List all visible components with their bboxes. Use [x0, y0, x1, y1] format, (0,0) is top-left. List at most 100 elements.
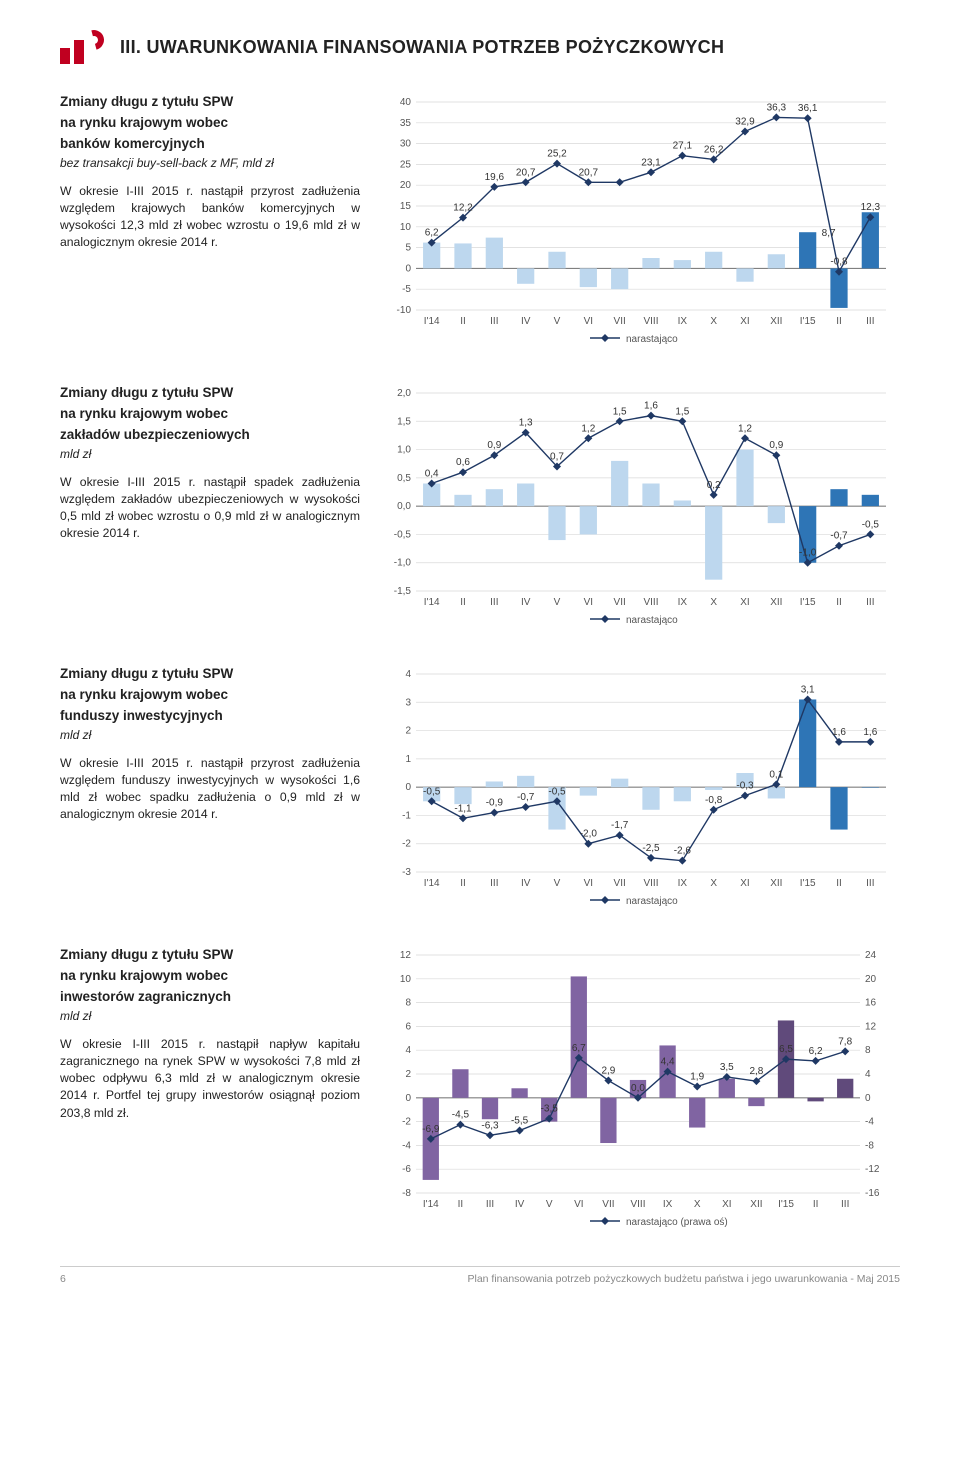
page-title: III. UWARUNKOWANIA FINANSOWANIA POTRZEB …	[120, 37, 724, 58]
svg-text:0: 0	[405, 263, 411, 274]
svg-text:0,0: 0,0	[631, 1083, 645, 1094]
text-banks: Zmiany długu z tytułu SPW na rynku krajo…	[60, 92, 360, 357]
svg-text:III: III	[490, 316, 498, 327]
svg-text:6,7: 6,7	[572, 1043, 586, 1054]
svg-text:IX: IX	[678, 878, 688, 889]
svg-text:I'15: I'15	[778, 1199, 794, 1210]
svg-text:-2,6: -2,6	[674, 846, 692, 857]
svg-text:36,1: 36,1	[798, 103, 818, 114]
h-1c: banków komercyjnych	[60, 134, 360, 153]
svg-text:20,7: 20,7	[579, 167, 599, 178]
svg-text:-0,7: -0,7	[830, 531, 848, 542]
text-insurance: Zmiany długu z tytułu SPW na rynku krajo…	[60, 383, 360, 638]
svg-text:0,0: 0,0	[397, 501, 411, 512]
section-banks: Zmiany długu z tytułu SPW na rynku krajo…	[60, 92, 900, 357]
svg-text:0: 0	[865, 1093, 871, 1104]
svg-text:0,6: 0,6	[456, 457, 470, 468]
svg-text:4,4: 4,4	[661, 1057, 675, 1068]
svg-text:-0,5: -0,5	[423, 786, 441, 797]
svg-text:I'15: I'15	[800, 878, 816, 889]
svg-text:35: 35	[400, 118, 412, 129]
svg-text:VI: VI	[584, 316, 593, 327]
svg-text:-3,5: -3,5	[541, 1104, 559, 1115]
svg-text:3,1: 3,1	[801, 684, 815, 695]
section-insurance: Zmiany długu z tytułu SPW na rynku krajo…	[60, 383, 900, 638]
svg-text:-4: -4	[402, 1140, 411, 1151]
svg-text:X: X	[694, 1199, 701, 1210]
svg-text:7,8: 7,8	[838, 1036, 852, 1047]
svg-text:VII: VII	[614, 597, 626, 608]
svg-text:0,1: 0,1	[769, 769, 783, 780]
sub-1: bez transakcji buy-sell-back z MF, mld z…	[60, 155, 360, 172]
svg-text:IV: IV	[515, 1199, 525, 1210]
svg-text:2: 2	[405, 726, 411, 737]
svg-text:8: 8	[405, 998, 411, 1009]
section-funds: Zmiany długu z tytułu SPW na rynku krajo…	[60, 664, 900, 919]
svg-text:-8: -8	[865, 1140, 874, 1151]
svg-text:2,8: 2,8	[749, 1066, 763, 1077]
svg-text:XI: XI	[740, 597, 749, 608]
page-number: 6	[60, 1273, 66, 1285]
svg-text:1,5: 1,5	[613, 406, 627, 417]
svg-text:I'15: I'15	[800, 597, 816, 608]
svg-text:-10: -10	[397, 305, 412, 316]
svg-text:II: II	[460, 878, 466, 889]
svg-text:VIII: VIII	[643, 316, 658, 327]
svg-text:10: 10	[400, 974, 412, 985]
svg-text:II: II	[458, 1199, 464, 1210]
svg-text:16: 16	[865, 998, 877, 1009]
svg-text:0,2: 0,2	[707, 480, 721, 491]
svg-text:12: 12	[400, 950, 412, 961]
svg-text:1,5: 1,5	[397, 416, 411, 427]
svg-text:-2,5: -2,5	[642, 843, 660, 854]
svg-text:-6,9: -6,9	[422, 1124, 440, 1135]
svg-text:-1: -1	[402, 810, 411, 821]
text-funds: Zmiany długu z tytułu SPW na rynku krajo…	[60, 664, 360, 919]
svg-text:-2,0: -2,0	[580, 829, 598, 840]
svg-text:-0,8: -0,8	[830, 257, 848, 268]
page-header: III. UWARUNKOWANIA FINANSOWANIA POTRZEB …	[60, 30, 900, 64]
svg-text:narastająco (prawa oś): narastająco (prawa oś)	[626, 1217, 728, 1228]
svg-text:2: 2	[405, 1069, 411, 1080]
svg-text:IV: IV	[521, 597, 531, 608]
section-foreign: Zmiany długu z tytułu SPW na rynku krajo…	[60, 945, 900, 1240]
svg-text:narastająco: narastająco	[626, 615, 678, 626]
svg-text:1,6: 1,6	[832, 727, 846, 738]
svg-text:-4,5: -4,5	[452, 1110, 470, 1121]
svg-text:0,5: 0,5	[397, 473, 411, 484]
svg-text:0,9: 0,9	[487, 440, 501, 451]
svg-text:25,2: 25,2	[547, 149, 567, 160]
svg-text:-4: -4	[865, 1117, 874, 1128]
svg-text:VII: VII	[602, 1199, 614, 1210]
svg-text:-8: -8	[402, 1188, 411, 1199]
svg-text:VII: VII	[614, 878, 626, 889]
svg-text:-0,5: -0,5	[548, 786, 566, 797]
svg-text:1,2: 1,2	[738, 423, 752, 434]
svg-text:1,6: 1,6	[644, 401, 658, 412]
svg-text:V: V	[554, 878, 561, 889]
svg-text:-6,3: -6,3	[481, 1120, 499, 1131]
svg-text:4: 4	[405, 1045, 411, 1056]
svg-text:8,7: 8,7	[822, 228, 836, 239]
svg-text:26,2: 26,2	[704, 144, 724, 155]
svg-text:4: 4	[865, 1069, 871, 1080]
svg-text:-2: -2	[402, 839, 411, 850]
svg-text:1,9: 1,9	[690, 1071, 704, 1082]
svg-text:20,7: 20,7	[516, 167, 536, 178]
body-1: W okresie I-III 2015 r. nastąpił przyros…	[60, 183, 360, 252]
svg-text:36,3: 36,3	[767, 102, 787, 113]
svg-text:-0,3: -0,3	[736, 781, 754, 792]
svg-text:III: III	[866, 597, 874, 608]
svg-text:I'14: I'14	[424, 878, 440, 889]
svg-text:IV: IV	[521, 316, 531, 327]
svg-text:III: III	[866, 878, 874, 889]
svg-text:4: 4	[405, 669, 411, 680]
svg-text:23,1: 23,1	[641, 157, 661, 168]
svg-text:V: V	[546, 1199, 553, 1210]
svg-text:-0,9: -0,9	[486, 798, 504, 809]
svg-text:10: 10	[400, 222, 412, 233]
svg-text:-1,7: -1,7	[611, 820, 629, 831]
svg-text:-12: -12	[865, 1164, 880, 1175]
text-foreign: Zmiany długu z tytułu SPW na rynku krajo…	[60, 945, 360, 1240]
svg-text:-1,0: -1,0	[394, 558, 412, 569]
